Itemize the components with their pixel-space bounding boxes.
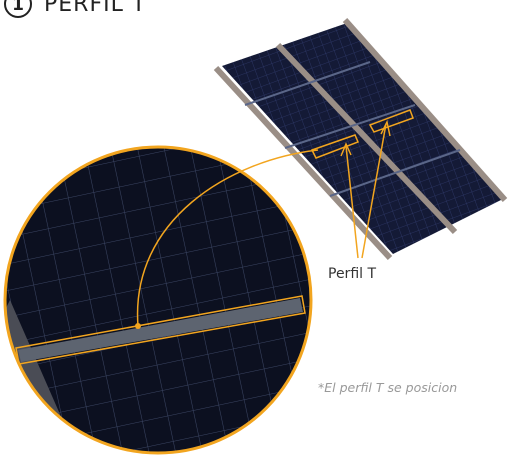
zoom-view xyxy=(0,140,320,457)
footnote: *El perfil T se posicion xyxy=(318,380,457,395)
page: 1 PERFIL T Perfil T *El perfil T se posi… xyxy=(0,0,512,457)
header-number: 1 xyxy=(12,0,24,15)
header-title: PERFIL T xyxy=(44,0,146,17)
callout-label: Perfil T xyxy=(328,266,376,282)
header: 1 PERFIL T xyxy=(5,0,146,17)
